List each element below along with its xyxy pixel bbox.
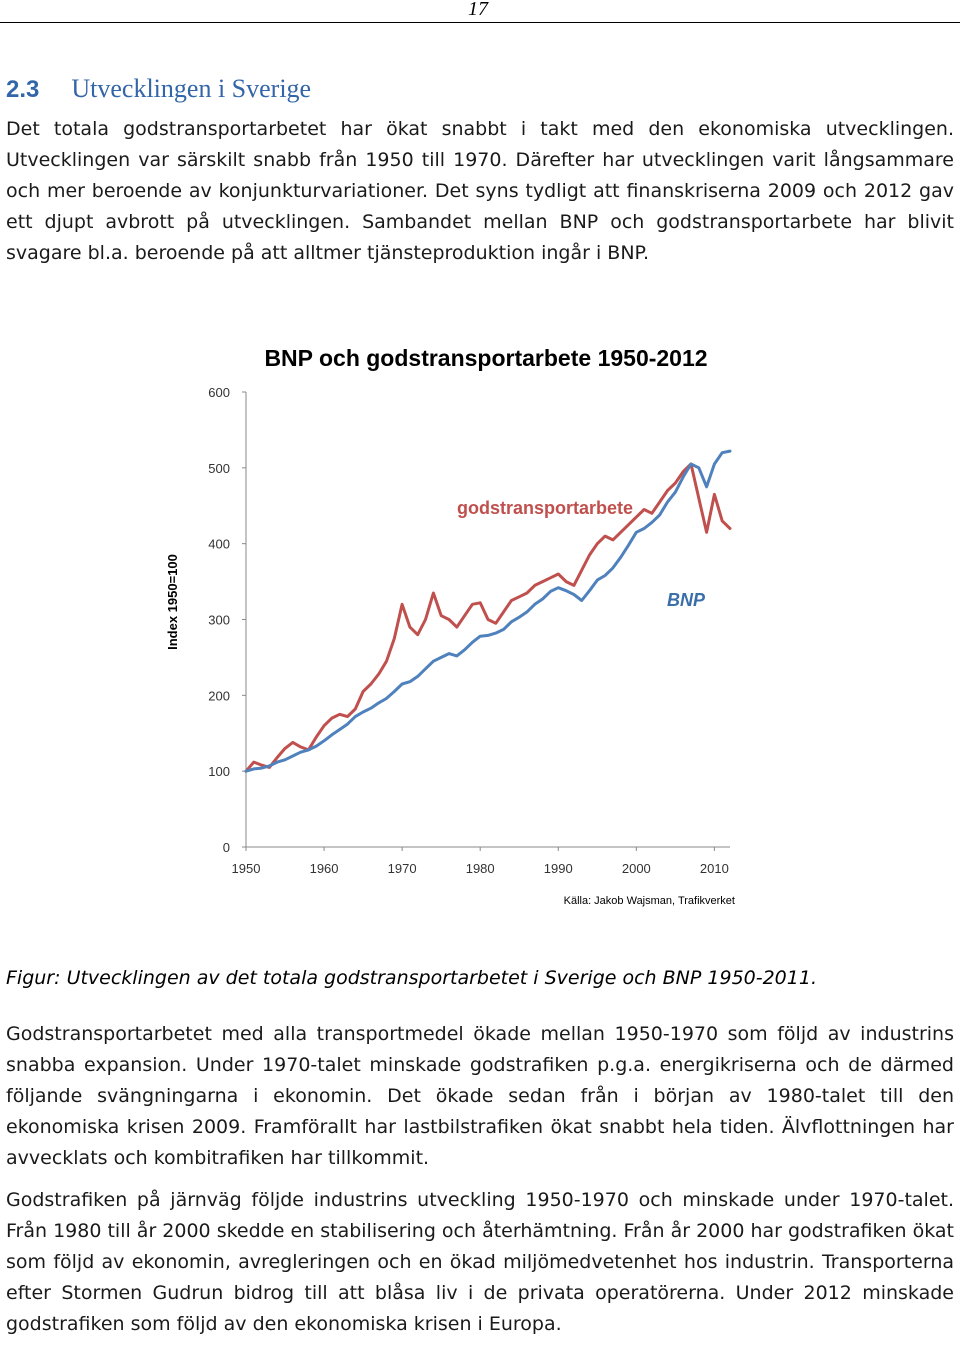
y-tick-label: 400 [208,537,230,552]
bnp-series-line [244,449,732,773]
y-axis-label: Index 1950=100 [165,554,180,650]
figure-caption: Figur: Utvecklingen av det totala godstr… [6,967,817,989]
y-tick-label: 500 [208,461,230,476]
bnp-gods-chart: BNP och godstransportarbete 1950-2012 In… [165,345,735,907]
x-tick-label: 2010 [700,861,729,876]
section-heading: 2.3 Utvecklingen i Sverige [6,74,311,104]
gods-series-line [244,462,732,773]
x-tick-label: 1980 [466,861,495,876]
body-paragraph-1: Godstransportarbetet med alla transportm… [6,1023,954,1169]
chart-title: BNP och godstransportarbete 1950-2012 [264,345,707,371]
intro-paragraph: Det totala godstransportarbetet har ökat… [6,118,954,264]
x-tick-label: 2000 [622,861,651,876]
chart-series [244,449,732,773]
x-tick-label: 1990 [544,861,573,876]
y-tick-label: 300 [208,613,230,628]
chart-source: Källa: Jakob Wajsman, Trafikverket [564,895,735,907]
y-tick-label: 100 [208,764,230,779]
body-paragraph-2: Godstrafiken på järnväg följde industrin… [6,1189,954,1335]
header-rule [0,22,960,23]
page-number: 17 [468,0,488,20]
bnp-series-label: BNP [667,590,706,610]
x-tick-label: 1970 [388,861,417,876]
x-tick-label: 1950 [232,861,261,876]
gods-series-label: godstransportarbete [457,498,633,518]
section-number: 2.3 [6,76,40,103]
chart-ticks: 0 100 200 300 400 500 600 1950 1960 1970 1980 1990 2… [208,385,729,876]
y-tick-label: 0 [223,840,230,855]
x-tick-label: 1960 [310,861,339,876]
section-title: Utvecklingen i Sverige [71,74,312,103]
y-tick-label: 600 [208,385,230,400]
y-tick-label: 200 [208,688,230,703]
